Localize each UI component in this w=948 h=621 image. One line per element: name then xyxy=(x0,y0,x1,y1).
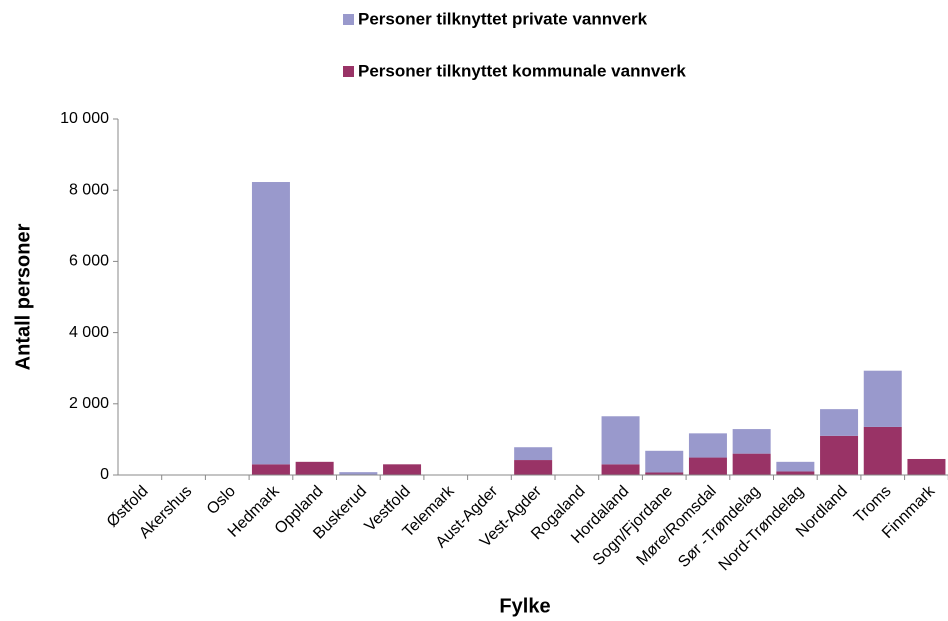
bar-segment xyxy=(732,429,771,454)
legend-label: Personer tilknyttet private vannverk xyxy=(358,9,648,28)
bar-segment xyxy=(645,472,684,475)
x-tick-label: Møre/Romsdal xyxy=(634,483,720,569)
bar-segment xyxy=(907,458,946,475)
y-tick-label: 4 000 xyxy=(69,324,109,341)
bar-segment xyxy=(514,447,553,461)
bar-segment xyxy=(820,409,859,436)
bar-segment xyxy=(514,460,553,475)
y-tick-label: 6 000 xyxy=(69,253,109,270)
bar-segment xyxy=(863,370,902,427)
legend-label: Personer tilknyttet kommunale vannverk xyxy=(358,61,686,80)
bar-segment xyxy=(251,182,290,465)
y-tick-label: 2 000 xyxy=(69,395,109,412)
y-axis-title: Antall personer xyxy=(12,223,34,370)
y-tick-label: 10 000 xyxy=(60,110,109,127)
bar-segment xyxy=(251,464,290,475)
bar-segment xyxy=(688,433,727,458)
bar-segment xyxy=(645,450,684,473)
bar-segment xyxy=(688,457,727,475)
bar-segment xyxy=(820,435,859,475)
bar-segment xyxy=(776,471,815,475)
y-tick-label: 8 000 xyxy=(69,181,109,198)
bar-segment xyxy=(601,464,640,475)
bar-segment xyxy=(601,416,640,465)
bar-segment xyxy=(732,453,771,475)
legend-swatch xyxy=(343,14,354,25)
bar-segment xyxy=(863,426,902,475)
bar-segment xyxy=(295,461,334,475)
y-tick-label: 0 xyxy=(100,466,109,483)
legend-swatch xyxy=(343,66,354,77)
bar-segment xyxy=(339,472,378,475)
bar-segment xyxy=(776,461,815,472)
x-tick-label: Oslo xyxy=(204,483,239,518)
x-tick-label: Sogn/Fjordane xyxy=(590,483,676,569)
x-axis-title: Fylke xyxy=(499,595,550,617)
bar-segment xyxy=(383,464,422,475)
